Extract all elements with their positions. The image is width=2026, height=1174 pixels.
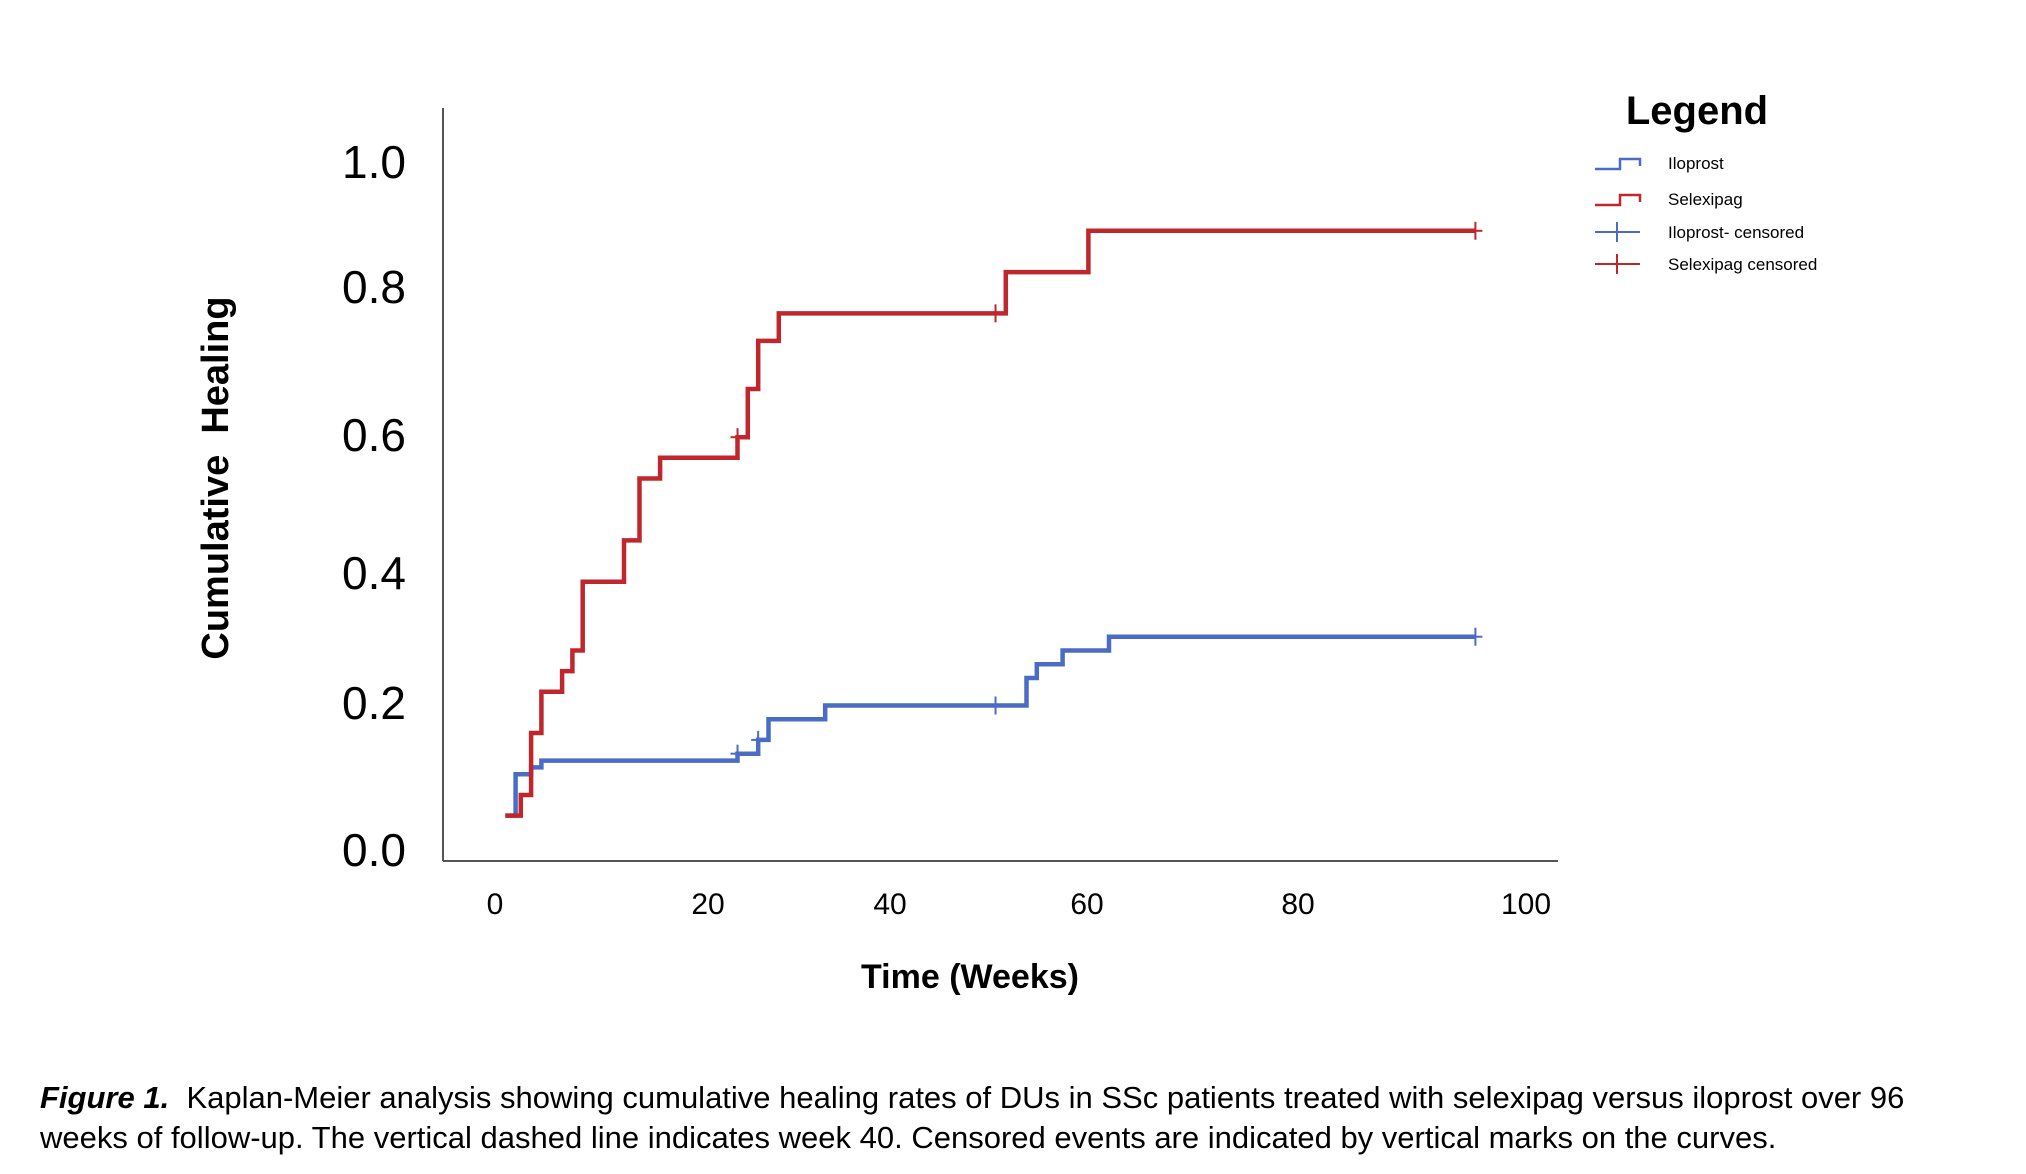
- x-tick-label: 80: [1281, 888, 1314, 921]
- legend-entry: Selexipag censored: [1595, 254, 1817, 274]
- y-tick-label: 1.0: [342, 136, 406, 188]
- legend-entry: Iloprost- censored: [1595, 222, 1804, 242]
- y-tick-label: 0.2: [342, 677, 406, 729]
- caption-text: Kaplan-Meier analysis showing cumulative…: [40, 1080, 1905, 1155]
- legend-label: Iloprost: [1668, 154, 1724, 173]
- legend-label: Selexipag: [1668, 190, 1743, 209]
- x-tick-label: 100: [1501, 888, 1551, 921]
- legend-entry: Iloprost: [1595, 154, 1724, 173]
- legend: Legend Iloprost Selexipag Iloprost- censor…: [1595, 89, 1817, 274]
- y-tick-label: 0.6: [342, 409, 406, 461]
- series-line-iloprost: [505, 634, 1476, 818]
- censor-mark-selexipag: [730, 428, 745, 447]
- censor-mark-iloprost: [988, 696, 1003, 715]
- x-axis-label: Time (Weeks): [861, 958, 1079, 996]
- censor-marks: [730, 221, 1483, 763]
- censor-mark-selexipag: [1468, 221, 1483, 240]
- legend-title: Legend: [1626, 89, 1768, 133]
- legend-label: Iloprost- censored: [1668, 223, 1804, 242]
- legend-entry: Selexipag: [1595, 190, 1743, 209]
- legend-step-swatch: [1595, 193, 1642, 207]
- censor-mark-iloprost: [1468, 627, 1483, 646]
- y-tick-label: 0.4: [342, 547, 406, 599]
- tick-labels: 0.0 0.2 0.4 0.6 0.8 1.0 0 20 40 60 80 100: [342, 136, 1551, 921]
- censor-mark-iloprost: [730, 744, 745, 763]
- y-axis-label: Cumulative Healing: [195, 296, 237, 659]
- legend-entries: Iloprost Selexipag Iloprost- censored Selex…: [1595, 154, 1817, 274]
- x-tick-label: 0: [487, 888, 504, 921]
- censor-mark-selexipag: [988, 304, 1003, 323]
- series-lines: [505, 228, 1476, 818]
- caption-label: Figure 1.: [40, 1080, 170, 1115]
- x-tick-label: 20: [691, 888, 724, 921]
- legend-step-swatch: [1595, 157, 1642, 171]
- legend-label: Selexipag censored: [1668, 255, 1817, 274]
- axes: [442, 108, 1558, 862]
- figure-caption: Figure 1. Kaplan-Meier analysis showing …: [40, 1078, 2000, 1158]
- y-tick-label: 0.0: [342, 824, 406, 876]
- y-tick-label: 0.8: [342, 261, 406, 313]
- x-tick-label: 40: [873, 888, 906, 921]
- censor-mark-iloprost: [751, 730, 766, 749]
- series-line-selexipag: [505, 228, 1476, 818]
- x-tick-label: 60: [1070, 888, 1103, 921]
